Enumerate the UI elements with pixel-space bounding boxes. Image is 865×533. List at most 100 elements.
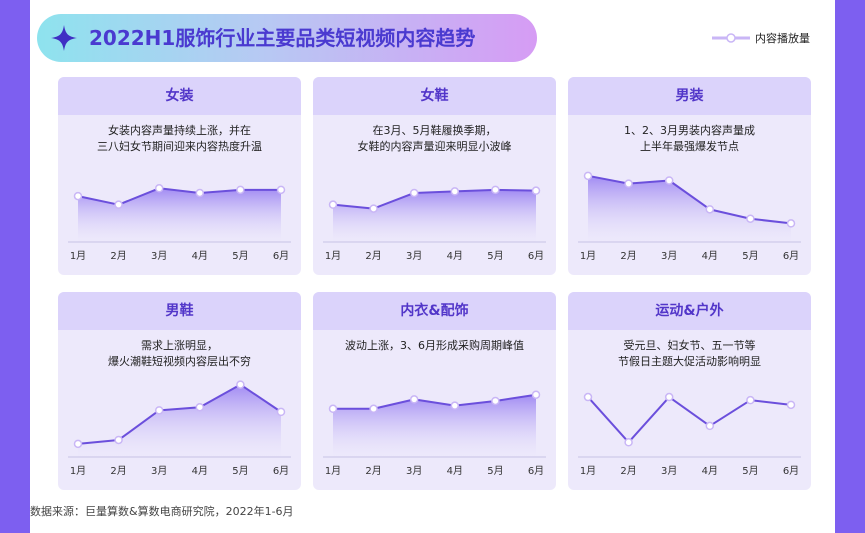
x-tick-label: 1月 xyxy=(325,250,341,262)
legend-line-marker-icon xyxy=(712,33,750,43)
x-tick-label: 3月 xyxy=(661,250,677,262)
data-point xyxy=(276,407,286,417)
data-point xyxy=(664,176,674,185)
right-accent-bar xyxy=(835,0,865,533)
panel-title: 内衣&配饰 xyxy=(313,292,556,330)
x-tick-label: 4月 xyxy=(192,250,208,262)
x-tick-label: 4月 xyxy=(702,465,718,477)
data-point xyxy=(114,200,123,209)
x-tick-label: 2月 xyxy=(620,465,636,477)
series-line xyxy=(333,393,537,410)
legend-label: 内容播放量 xyxy=(755,32,810,45)
panel-description: 1、2、3月男装内容声量成 上半年最强爆发节点 xyxy=(568,123,811,155)
panel-description-line: 需求上涨明显， xyxy=(141,339,218,352)
x-tick-label: 5月 xyxy=(742,465,758,477)
x-tick-label: 2月 xyxy=(110,250,126,262)
x-tick-label: 1月 xyxy=(325,465,341,477)
series-line xyxy=(587,174,792,225)
data-point xyxy=(409,188,419,198)
panel-description-line: 节假日主题大促活动影响明显 xyxy=(618,355,761,368)
data-point xyxy=(786,219,796,228)
chart-panel-womens-shoes: 女鞋 在3月、5月鞋履换季期， 女鞋的内容声量迎来明显小波峰 1月 2月 3月 4月 5… xyxy=(313,77,556,275)
trend-chart: 1月 2月 3月 4月 5月 6月 xyxy=(578,171,801,262)
x-tick-label: 5月 xyxy=(232,465,248,477)
panel-description-line: 女鞋的内容声量迎来明显小波峰 xyxy=(357,140,512,153)
panel-description-line: 爆火潮鞋短视频内容层出不穷 xyxy=(108,355,251,368)
x-tick-label: 5月 xyxy=(487,250,503,262)
data-point xyxy=(450,401,460,410)
trend-chart: 1月 2月 3月 4月 5月 6月 xyxy=(68,184,291,262)
data-point xyxy=(531,186,541,195)
x-tick-label: 6月 xyxy=(783,250,799,262)
data-point xyxy=(154,406,164,415)
x-tick-label: 5月 xyxy=(487,465,503,477)
area-fill xyxy=(588,175,791,242)
panel-title: 男装 xyxy=(568,77,811,115)
data-point xyxy=(195,188,205,198)
x-tick-label: 3月 xyxy=(406,250,422,262)
x-tick-label: 3月 xyxy=(406,465,422,477)
area-fill xyxy=(78,384,281,457)
data-point xyxy=(583,392,593,402)
chart-panel-mens-shoes: 男鞋 需求上涨明显， 爆火潮鞋短视频内容层出不穷 1月 2月 3月 4月 5月 6月 xyxy=(58,292,301,490)
x-tick-label: 6月 xyxy=(273,250,289,262)
panel-description-line: 1、2、3月男装内容声量成 xyxy=(624,124,755,137)
data-point xyxy=(73,191,83,201)
data-point xyxy=(450,187,460,196)
report-sheet: 2022H1服饰行业主要品类短视频内容趋势 内容播放量 女装 女装内容声量持续上… xyxy=(30,0,835,533)
panel-description-line: 在3月、5月鞋履换季期， xyxy=(372,124,497,137)
data-point xyxy=(531,390,541,399)
x-tick-label: 2月 xyxy=(365,250,381,262)
data-point xyxy=(409,395,419,404)
x-tick-label: 6月 xyxy=(783,465,799,477)
panel-description-line: 受元旦、妇女节、五一节等 xyxy=(623,339,756,352)
x-tick-label: 4月 xyxy=(447,250,463,262)
x-tick-label: 2月 xyxy=(620,250,636,262)
x-tick-label: 3月 xyxy=(661,465,677,477)
data-point xyxy=(328,404,338,414)
panel-description-line: 波动上涨，3、6月形成采购周期峰值 xyxy=(345,339,524,352)
data-point xyxy=(491,185,500,195)
sparkle-icon xyxy=(51,25,77,51)
title-banner: 2022H1服饰行业主要品类短视频内容趋势 xyxy=(37,14,537,62)
chart-panel-mens-apparel: 男装 1、2、3月男装内容声量成 上半年最强爆发节点 1月 2月 3月 4月 5月 6月 xyxy=(568,77,811,275)
chart-legend: 内容播放量 xyxy=(710,30,810,46)
panel-description: 需求上涨明显， 爆火潮鞋短视频内容层出不穷 xyxy=(58,338,301,370)
left-accent-bar xyxy=(0,0,30,533)
x-tick-label: 1月 xyxy=(580,250,596,262)
data-point xyxy=(369,204,378,213)
panel-description: 在3月、5月鞋履换季期， 女鞋的内容声量迎来明显小波峰 xyxy=(313,123,556,155)
data-point xyxy=(73,439,83,449)
x-tick-label: 2月 xyxy=(365,465,381,477)
data-point xyxy=(664,392,674,402)
trend-chart: 1月 2月 3月 4月 5月 6月 xyxy=(68,380,291,477)
x-tick-label: 3月 xyxy=(151,465,167,477)
data-point xyxy=(114,435,123,445)
chart-panel-sports-outdoor: 运动&户外 受元旦、妇女节、五一节等 节假日主题大促活动影响明显 1月 2月 3月 4… xyxy=(568,292,811,490)
chart-panel-womens-apparel: 女装 女装内容声量持续上涨，并在 三八妇女节期间迎来内容热度升温 1月 2月 3月 4… xyxy=(58,77,301,275)
x-tick-label: 4月 xyxy=(447,465,463,477)
panel-description: 女装内容声量持续上涨，并在 三八妇女节期间迎来内容热度升温 xyxy=(58,123,301,155)
x-tick-label: 1月 xyxy=(580,465,596,477)
area-fill xyxy=(333,189,536,242)
x-tick-label: 5月 xyxy=(742,250,758,262)
panel-description-line: 女装内容声量持续上涨，并在 xyxy=(108,124,251,137)
data-point xyxy=(369,404,378,414)
data-point xyxy=(786,400,796,410)
panel-title: 运动&户外 xyxy=(568,292,811,330)
x-tick-label: 1月 xyxy=(70,250,86,262)
data-point xyxy=(328,200,338,209)
area-fill xyxy=(333,394,536,457)
series-line xyxy=(77,383,282,445)
data-point xyxy=(746,214,755,223)
x-tick-label: 2月 xyxy=(110,465,126,477)
data-point xyxy=(236,185,245,195)
panel-title: 男鞋 xyxy=(58,292,301,330)
trend-chart: 1月 2月 3月 4月 5月 6月 xyxy=(323,185,546,262)
series-line xyxy=(77,187,281,206)
data-point xyxy=(624,179,633,188)
data-point xyxy=(705,421,715,431)
x-tick-label: 3月 xyxy=(151,250,167,262)
x-tick-label: 6月 xyxy=(528,465,544,477)
data-point xyxy=(583,171,593,181)
